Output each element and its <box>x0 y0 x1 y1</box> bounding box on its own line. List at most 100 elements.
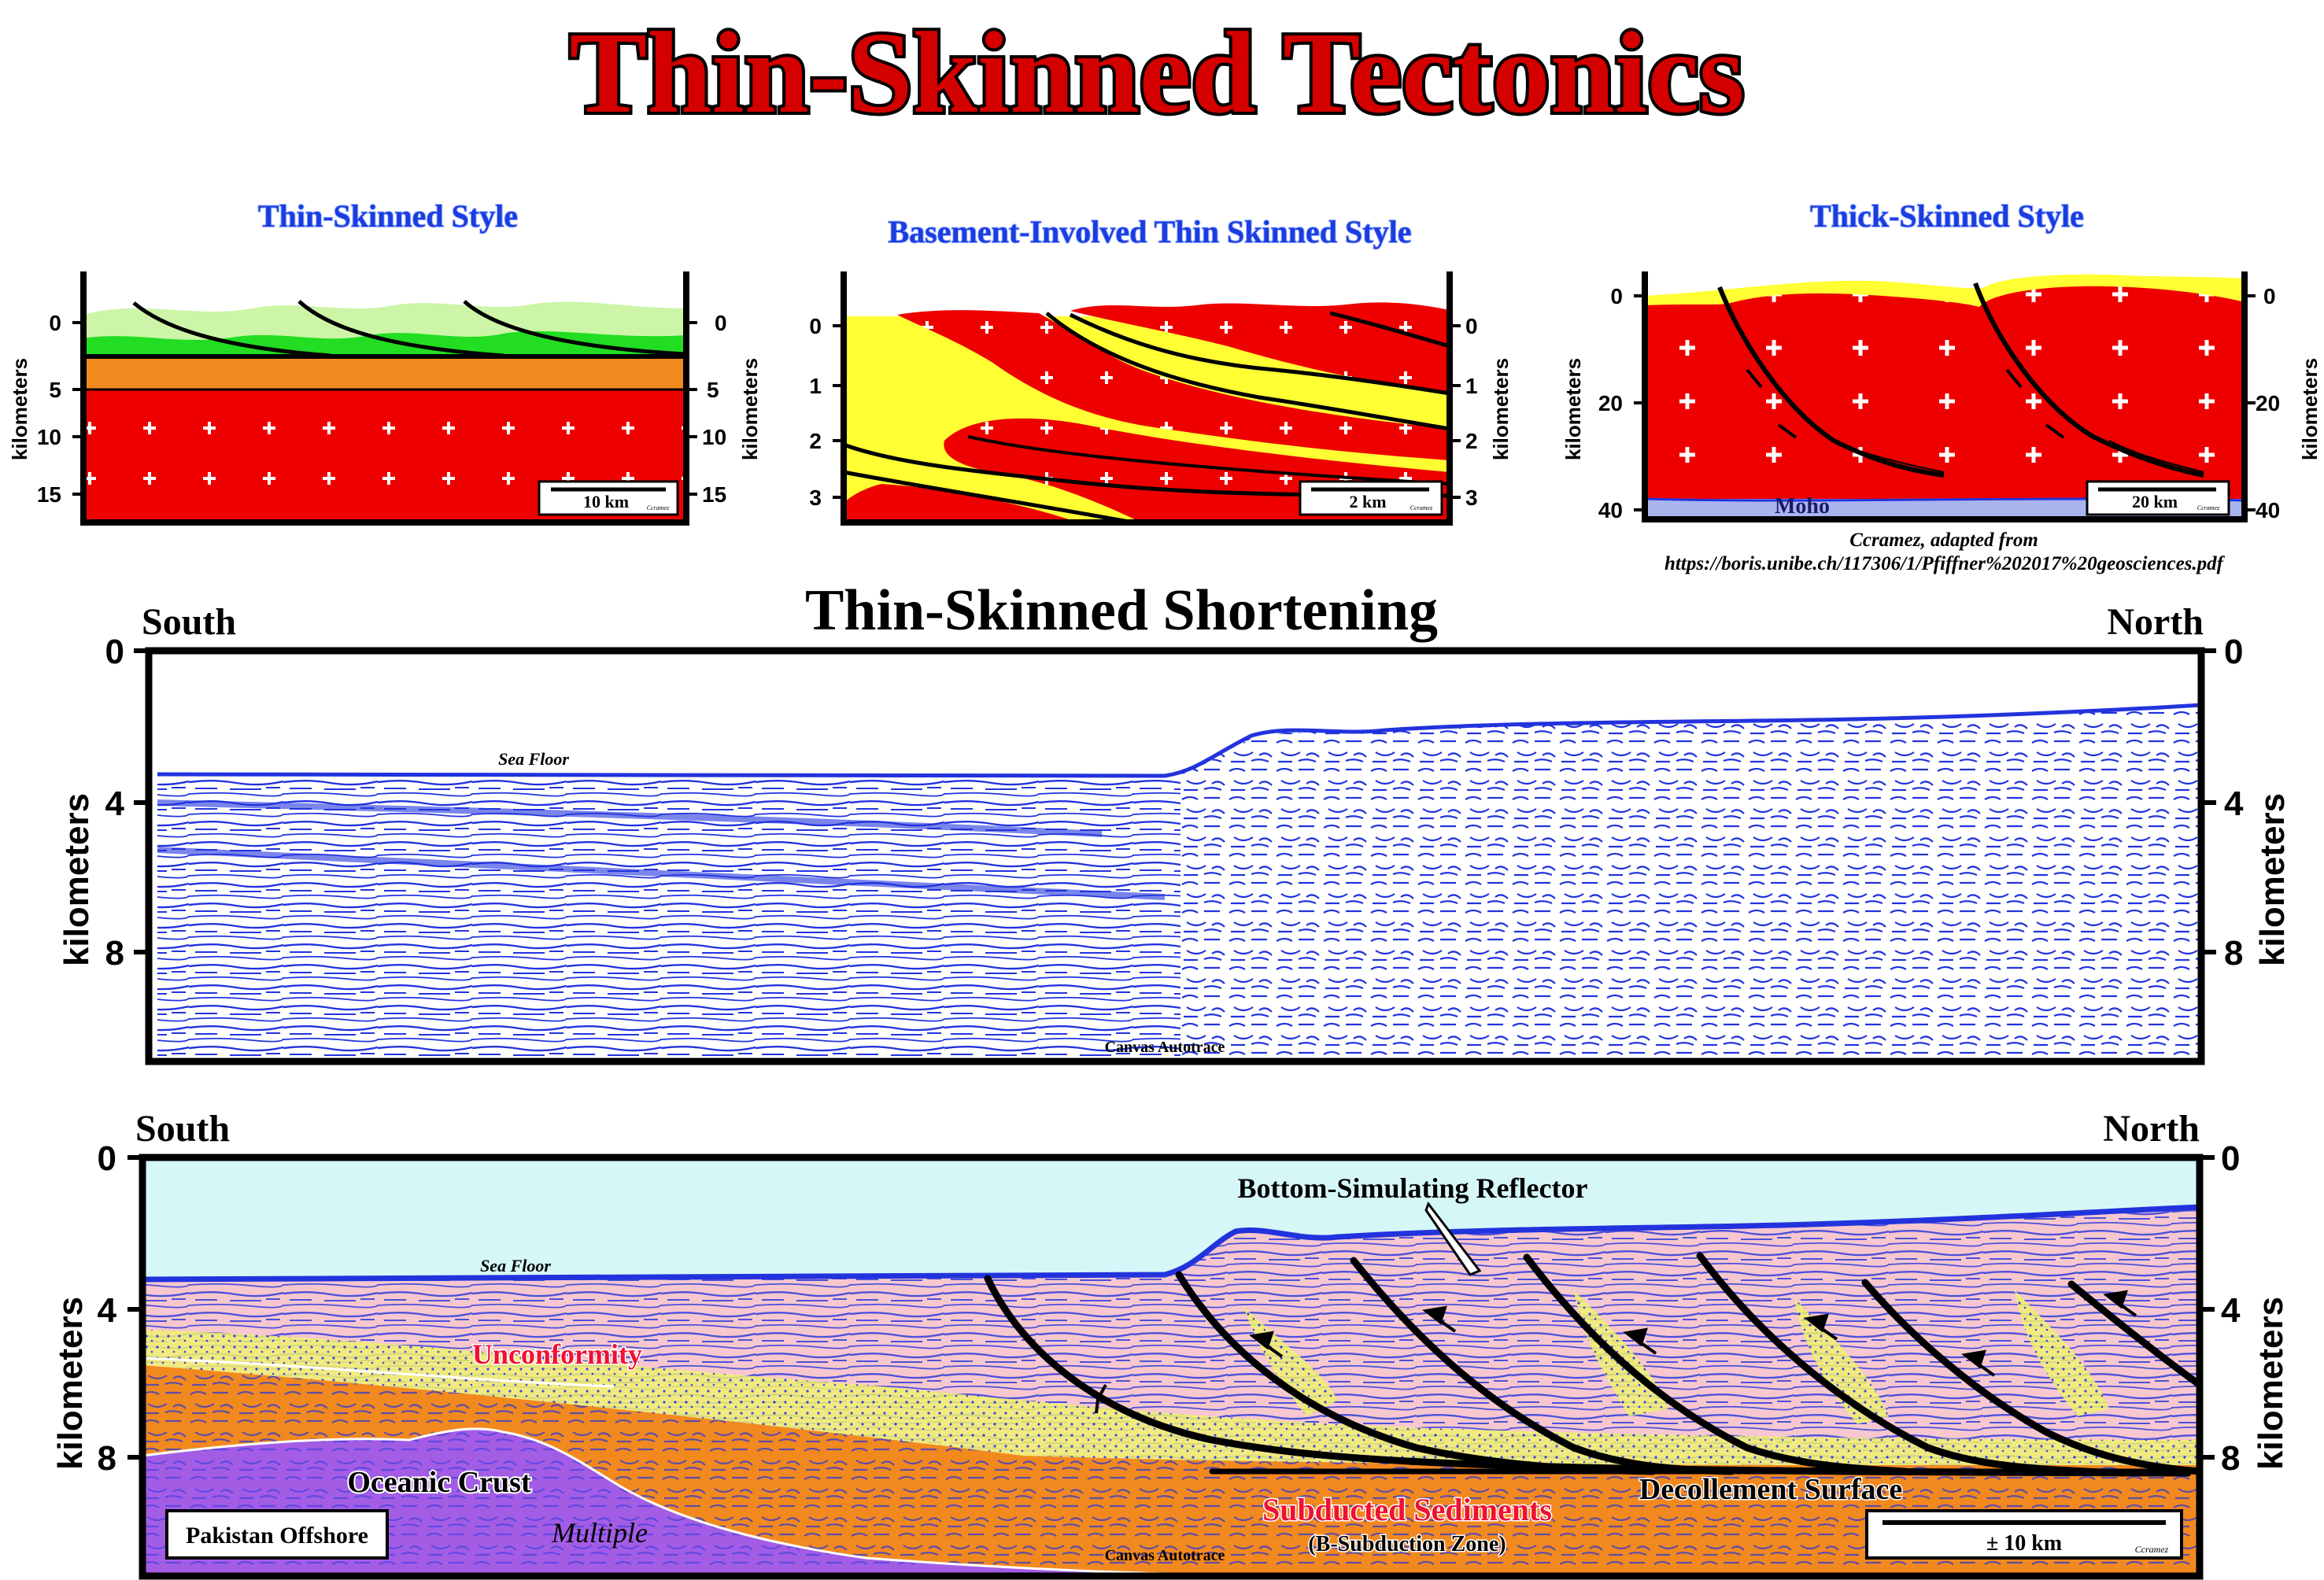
seismic-sea-floor-label: Sea Floor <box>498 749 569 769</box>
interp-fault-5 <box>1696 1252 2129 1477</box>
basement-credit: Ccramez <box>1410 504 1433 511</box>
basement-frame <box>841 271 1453 526</box>
interp-north-label: North <box>2103 1108 2200 1150</box>
basement-left-tick-2: 2 <box>809 429 822 453</box>
thick-frame <box>1642 271 2248 522</box>
interp-crust-top-line <box>142 1427 1260 1576</box>
basement-right-tick-0: 0 <box>1465 314 1478 338</box>
interp-subducted-label: Subducted Sediments <box>1262 1492 1552 1527</box>
thick-credit: Ccramez <box>2197 504 2220 511</box>
thin-right-axis-label: kilometers <box>738 358 762 460</box>
thick-moho-label: Moho <box>1775 494 1830 519</box>
thin-right-tick-5: 5 <box>707 378 719 402</box>
thick-basement <box>1645 286 2245 499</box>
seismic-watermark: Canvas Autotrace <box>1105 1039 1225 1056</box>
seismic-right-tick-0: 0 <box>2224 633 2243 671</box>
thin-left-tick-15: 15 <box>37 482 61 507</box>
thin-right-tick-10: 10 <box>702 425 726 449</box>
interp-scale-bar: ± 10 km Ccramez <box>1865 1509 2183 1560</box>
interp-sea-floor-label: Sea Floor <box>480 1256 551 1275</box>
thick-scale-bar: 20 km Ccramez <box>2086 480 2230 516</box>
basement-fault-6 <box>967 435 1450 485</box>
panel-thick-title: Thick-Skinned Style <box>1810 198 2084 234</box>
thin-scale-label: 10 km <box>583 492 629 511</box>
thick-right-tick-20: 20 <box>2256 391 2280 415</box>
interp-credit: Ccramez <box>2135 1544 2169 1555</box>
thin-right-tick-15: 15 <box>702 482 726 507</box>
seismic-right-tick-8: 8 <box>2224 934 2243 973</box>
interp-watermark: Canvas Autotrace <box>1105 1547 1225 1564</box>
interp-scale-label: ± 10 km <box>1986 1531 2062 1556</box>
main-title: Thin-Skinned Tectonics <box>567 6 1748 141</box>
interp-unconformity-line <box>142 1357 615 1388</box>
interp-sea-floor <box>142 1204 2200 1283</box>
thick-fault-1 <box>1717 286 1945 478</box>
interp-south-label: South <box>135 1108 230 1150</box>
thin-fault-1 <box>132 301 331 358</box>
panel-thick-skinned: Thick-Skinned Style Moho 0 20 40 0 20 40… <box>1561 198 2322 574</box>
seismic-section: Thin-Skinned Shortening South North Sea … <box>57 578 2292 1065</box>
thick-left-tick-40: 40 <box>1598 498 1623 522</box>
bsr-arrow <box>1424 1201 1482 1276</box>
thick-right-tick-40: 40 <box>2256 498 2280 522</box>
basement-scale-label: 2 km <box>1349 492 1386 511</box>
seismic-south-label: South <box>142 601 236 643</box>
basement-scale-bar: 2 km Ccramez <box>1299 480 1443 516</box>
basement-fault-5 <box>843 470 1134 525</box>
seismic-left-axis-label: kilometers <box>57 793 96 966</box>
thin-left-tick-5: 5 <box>49 378 61 402</box>
basement-left-tick-3: 3 <box>809 485 822 510</box>
interp-left-axis-label: kilometers <box>51 1297 90 1470</box>
thin-right-tick-0: 0 <box>715 311 727 335</box>
interp-unconformity-label: Unconformity <box>472 1338 642 1370</box>
interp-multiple-label: Multiple <box>551 1517 648 1549</box>
interp-subduction-zone-label: (B-Subduction Zone) <box>1308 1532 1506 1556</box>
interp-left-tick-4: 4 <box>98 1291 117 1330</box>
seismic-right-tick-4: 4 <box>2224 784 2244 823</box>
thin-left-tick-10: 10 <box>37 425 61 449</box>
thin-credit: Ccramez <box>647 504 670 511</box>
svg-text:Thin-Skinned Tectonics: Thin-Skinned Tectonics <box>570 9 1745 138</box>
thick-scale-label: 20 km <box>2132 492 2178 511</box>
thin-green-dark-layer <box>83 330 686 356</box>
basement-right-tick-1: 1 <box>1465 374 1478 398</box>
interp-right-tick-8: 8 <box>2221 1439 2240 1478</box>
panel-thin-title: Thin-Skinned Style <box>258 198 518 234</box>
thick-left-tick-20: 20 <box>1598 391 1623 415</box>
thin-fault-2 <box>297 300 504 358</box>
interp-location-box: Pakistan Offshore <box>165 1509 389 1560</box>
interp-right-tick-0: 0 <box>2221 1139 2240 1178</box>
basement-fault-2 <box>1069 312 1450 396</box>
interp-left-tick-0: 0 <box>98 1139 116 1178</box>
basement-right-tick-3: 3 <box>1465 485 1478 510</box>
interp-decollement-label: Decollement Surface <box>1639 1473 1903 1506</box>
seismic-title: Thin-Skinned Shortening <box>805 578 1438 643</box>
interp-fault-4 <box>1523 1253 1908 1475</box>
thick-left-axis-label: kilometers <box>1561 358 1585 460</box>
panel-thin-skinned: Thin-Skinned Style 0 5 10 15 0 5 10 15 k… <box>8 198 762 526</box>
interp-fault-3 <box>1350 1257 1735 1475</box>
basement-sheet-deep <box>844 484 1078 522</box>
thin-orange-layer <box>83 356 686 389</box>
interp-fault-7 <box>2067 1280 2200 1389</box>
basement-sheet-middle <box>897 310 1450 460</box>
thick-credit-line-1: Ccramez, adapted from <box>1849 530 2038 551</box>
bsr-label: Bottom-Simulating Reflector <box>1238 1172 1588 1204</box>
seismic-left-tick-4: 4 <box>105 784 125 823</box>
interp-right-axis-label: kilometers <box>2252 1297 2290 1470</box>
basement-left-tick-0: 0 <box>809 314 822 338</box>
seismic-north-label: North <box>2107 601 2204 643</box>
seismic-sea-floor-reflector <box>157 703 2201 778</box>
thin-scale-bar: 10 km Ccramez <box>538 480 679 516</box>
thin-left-tick-0: 0 <box>49 311 61 335</box>
interp-fault-6 <box>1861 1279 2200 1475</box>
thick-left-tick-0: 0 <box>1610 284 1623 308</box>
thin-frame <box>80 271 689 526</box>
seismic-frame <box>145 647 2205 1065</box>
interp-right-tick-4: 4 <box>2221 1291 2241 1330</box>
thin-fault-3 <box>463 300 685 356</box>
panel-basement-title: Basement-Involved Thin Skinned Style <box>889 214 1412 249</box>
thick-fault-2 <box>1973 282 2204 478</box>
seismic-chaotic-wedge <box>1180 705 2201 1061</box>
